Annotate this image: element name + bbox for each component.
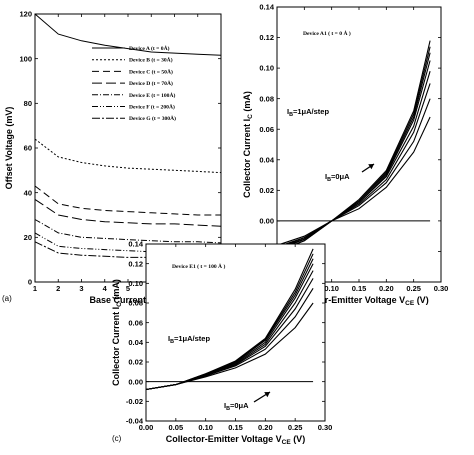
panel-a-label: (a) xyxy=(2,294,12,303)
panel-a-xtick-label: 1 xyxy=(33,284,37,293)
panel-c-device-label: Device E1 ( t = 100 Å ) xyxy=(172,262,225,270)
panel-c-xtick-label: 0.10 xyxy=(198,423,213,432)
panel-a-y-axis-label: Offset Voltage (mV) xyxy=(4,107,14,190)
panel-a-legend-entry: Device G (t = 300Å) xyxy=(129,114,176,122)
panel-c-annotation-step: IB=1μA/step xyxy=(168,334,210,345)
panel-b-series-line xyxy=(276,83,431,249)
panel-b-xtick-label: 0.15 xyxy=(352,284,367,293)
panel-a-legend-entry: Device A (t = 0Å) xyxy=(129,44,170,52)
panel-a-plot-area xyxy=(35,14,221,282)
panel-a-series-line xyxy=(34,185,221,216)
panel-c-series-line xyxy=(145,248,314,391)
panel-b-annotation-step: IB=1μA/step xyxy=(287,107,329,118)
panel-c-ytick-label: 0.02 xyxy=(128,358,143,367)
panel-a-xtick-label: 3 xyxy=(79,284,83,293)
panel-c-label: (c) xyxy=(112,434,122,443)
panel-c-x-axis-label: Collector-Emitter Voltage VCE (V) xyxy=(166,434,305,446)
panel-b-xtick-label: 0.10 xyxy=(324,284,339,293)
panel-c-ytick-label: 0.00 xyxy=(128,377,143,386)
panel-b-ytick-label: 0.00 xyxy=(259,216,274,225)
panel-a-ytick-label: 40 xyxy=(24,188,32,197)
panel-c-ytick-label: 0.10 xyxy=(128,279,143,288)
panel-b-xtick-label: 0.25 xyxy=(406,284,421,293)
panel-b-device-label: Device A1 ( t = 0 Å ) xyxy=(303,29,351,37)
panel-b-ytick-label: 0.06 xyxy=(259,125,274,134)
panel-a-ytick-label: 20 xyxy=(24,233,32,242)
panel-c-ytick-label: -0.04 xyxy=(126,417,144,426)
panel-c-ytick-label: 0.08 xyxy=(128,299,143,308)
panel-a-series-line xyxy=(34,138,222,174)
panel-a-legend-entry: Device E (t = 100Å) xyxy=(129,91,176,99)
panel-b-series-line xyxy=(276,116,431,246)
panel-a-legend-entry: Device B (t = 30Å) xyxy=(129,56,173,64)
panel-a-xtick-label: 5 xyxy=(126,284,130,293)
panel-c-xtick-label: 0.30 xyxy=(318,423,333,432)
panel-b-ytick-label: 0.04 xyxy=(259,155,274,164)
panel-c-xtick-label: 0.20 xyxy=(258,423,273,432)
panel-a-series-line xyxy=(34,13,222,56)
panel-c-ytick-label: -0.02 xyxy=(126,397,143,406)
panel-a-ytick-label: 60 xyxy=(24,144,32,153)
panel-a-legend-entry: Device F (t = 200Å) xyxy=(129,103,175,111)
panel-b-y-axis-label: Collector Current IC (mA) xyxy=(242,91,254,198)
panel-b-ytick-label: 0.14 xyxy=(259,3,274,12)
panel-a-ytick-label: 0 xyxy=(28,278,32,287)
panel-a-xtick-label: 2 xyxy=(56,284,60,293)
panel-b-arrow-head xyxy=(368,164,374,170)
panel-c-annotation-zero: IB=0μA xyxy=(224,401,249,412)
panel-b-ytick-label: 0.12 xyxy=(259,33,274,42)
panel-b-ytick-label: 0.08 xyxy=(259,94,274,103)
panel-b-x-axis-label: Collector-Emitter Voltage VCE (V) xyxy=(289,295,428,307)
panel-b-xtick-label: 0.20 xyxy=(379,284,394,293)
panel-c-xtick-label: 0.05 xyxy=(169,423,184,432)
panel-b-ytick-label: 0.02 xyxy=(259,186,274,195)
panel-b-ytick-label: 0.10 xyxy=(259,64,274,73)
panel-a-x-axis-label: Base Current (μA) xyxy=(89,295,166,305)
panel-b-xtick-label: 0.30 xyxy=(434,284,449,293)
panel-c-y-axis-label: Collector Current IC (mA) xyxy=(111,279,123,386)
panel-a-xtick-label: 4 xyxy=(103,284,108,293)
panel-c-xtick-label: 0.15 xyxy=(228,423,243,432)
panel-a-legend-entry: Device C (t = 50Å) xyxy=(129,67,173,75)
panel-b-annotation-zero: IB=0μA xyxy=(325,172,350,183)
panel-a-ytick-label: 100 xyxy=(19,54,32,63)
panel-c-xtick-label: 0.25 xyxy=(288,423,303,432)
panel-a-ytick-label: 120 xyxy=(19,10,32,19)
panel-a-series-line xyxy=(34,198,222,227)
panel-b-series-line xyxy=(276,40,431,252)
panel-c-ytick-label: 0.04 xyxy=(128,338,143,347)
panel-a-legend-entry: Device D (t = 70Å) xyxy=(129,79,173,87)
panel-a-series-line xyxy=(34,219,222,244)
panel-c-plot-area xyxy=(146,244,325,421)
panel-a-ytick-label: 80 xyxy=(24,99,32,108)
panel-c-ytick-label: 0.06 xyxy=(128,318,143,327)
panel-c-arrow-head xyxy=(264,392,270,398)
panel-c-ytick-label: 0.14 xyxy=(128,240,143,249)
panel-c-xtick-label: 0.00 xyxy=(139,423,154,432)
panel-c-ytick-label: 0.12 xyxy=(128,259,143,268)
